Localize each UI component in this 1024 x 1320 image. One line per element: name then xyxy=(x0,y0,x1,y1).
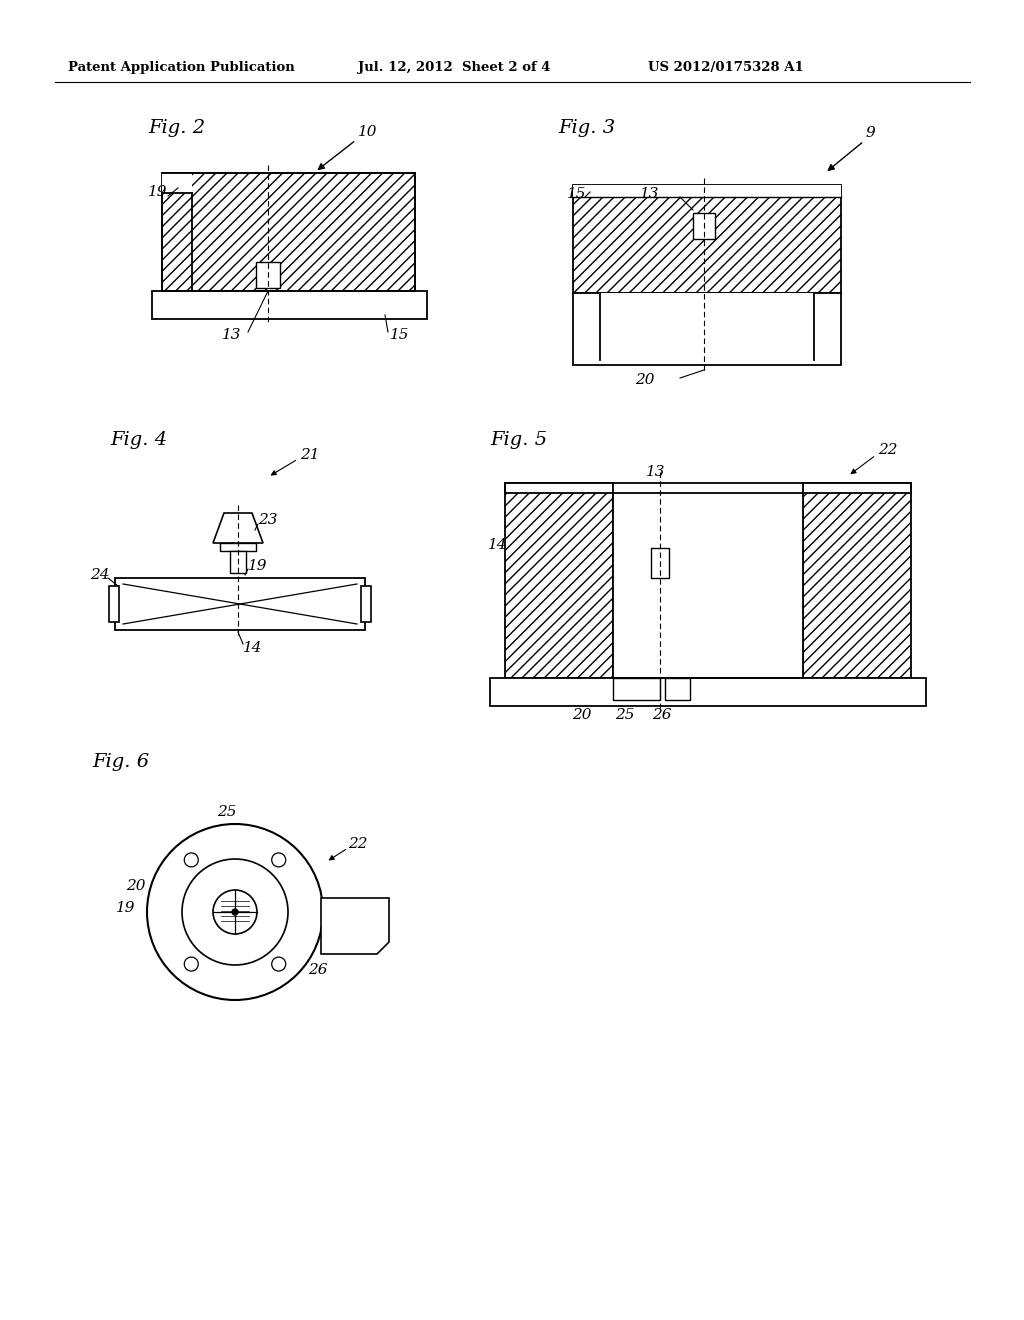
Circle shape xyxy=(271,853,286,867)
Text: 19: 19 xyxy=(116,902,135,915)
Bar xyxy=(651,548,669,578)
Circle shape xyxy=(147,824,323,1001)
Text: 22: 22 xyxy=(878,444,897,457)
Text: 23: 23 xyxy=(258,513,278,527)
Text: 13: 13 xyxy=(646,465,666,479)
Text: Patent Application Publication: Patent Application Publication xyxy=(68,62,295,74)
Bar xyxy=(256,261,280,288)
Bar xyxy=(505,483,911,492)
Bar xyxy=(665,678,690,700)
Text: 26: 26 xyxy=(308,964,328,977)
Bar xyxy=(693,213,715,239)
Bar xyxy=(152,290,427,319)
Bar xyxy=(109,586,119,622)
Circle shape xyxy=(184,853,199,867)
Text: 26: 26 xyxy=(652,708,672,722)
Text: 19: 19 xyxy=(148,185,168,199)
Text: 19: 19 xyxy=(248,558,267,573)
Text: 13: 13 xyxy=(222,327,242,342)
Text: 15: 15 xyxy=(567,187,587,201)
Polygon shape xyxy=(321,898,389,954)
Bar xyxy=(230,550,246,573)
Bar xyxy=(573,185,841,293)
Text: Fig. 6: Fig. 6 xyxy=(92,752,150,771)
Text: 21: 21 xyxy=(300,447,319,462)
Bar xyxy=(162,173,193,193)
Bar xyxy=(162,173,415,290)
Bar xyxy=(613,483,803,678)
Text: Fig. 3: Fig. 3 xyxy=(558,119,615,137)
Text: Fig. 5: Fig. 5 xyxy=(490,432,547,449)
Text: US 2012/0175328 A1: US 2012/0175328 A1 xyxy=(648,62,804,74)
Text: 9: 9 xyxy=(866,125,876,140)
Text: 10: 10 xyxy=(358,125,378,139)
Text: 15: 15 xyxy=(390,327,410,342)
Bar xyxy=(573,185,841,197)
Text: 22: 22 xyxy=(348,837,368,851)
Text: 25: 25 xyxy=(217,805,237,818)
Text: 25: 25 xyxy=(615,708,635,722)
Bar xyxy=(490,678,926,706)
Text: 14: 14 xyxy=(488,539,508,552)
Circle shape xyxy=(184,957,199,972)
Text: 13: 13 xyxy=(640,187,659,201)
Bar xyxy=(803,483,911,678)
Bar xyxy=(220,543,256,550)
Text: 24: 24 xyxy=(90,568,110,582)
Bar xyxy=(613,678,660,700)
Text: Jul. 12, 2012  Sheet 2 of 4: Jul. 12, 2012 Sheet 2 of 4 xyxy=(358,62,551,74)
Circle shape xyxy=(182,859,288,965)
Bar xyxy=(361,586,371,622)
Bar xyxy=(573,293,841,366)
Text: 20: 20 xyxy=(126,879,145,894)
Circle shape xyxy=(213,890,257,935)
Bar xyxy=(505,483,613,678)
Text: 14: 14 xyxy=(243,642,262,655)
Polygon shape xyxy=(213,513,263,543)
Text: 20: 20 xyxy=(572,708,592,722)
Bar xyxy=(505,678,911,704)
Text: Fig. 2: Fig. 2 xyxy=(148,119,205,137)
Circle shape xyxy=(271,957,286,972)
Bar xyxy=(115,578,365,630)
Circle shape xyxy=(232,909,238,915)
Text: 20: 20 xyxy=(635,374,654,387)
Text: Fig. 4: Fig. 4 xyxy=(110,432,167,449)
Bar xyxy=(600,293,814,360)
